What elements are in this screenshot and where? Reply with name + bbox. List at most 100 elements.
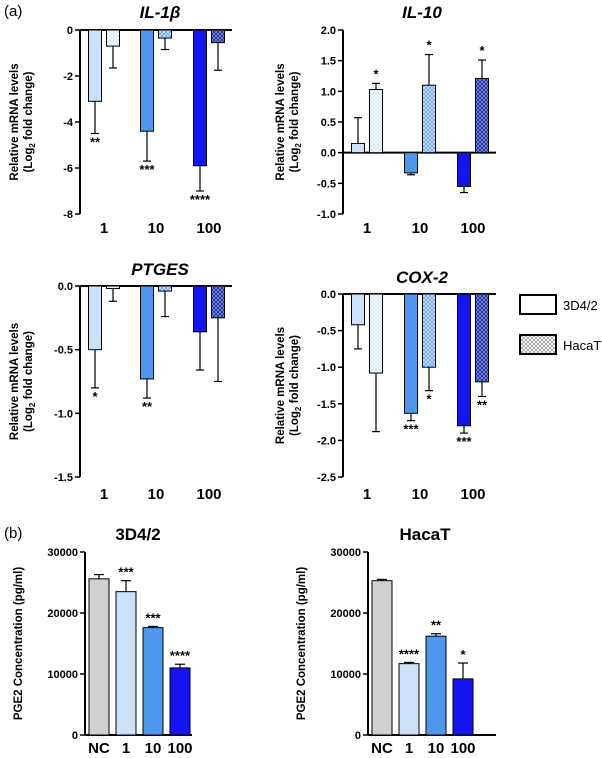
bar-hacat — [158, 285, 172, 292]
x-tick-label: 100 — [460, 486, 485, 503]
x-tick-label: 1 — [405, 740, 413, 757]
bar-hacat — [211, 29, 225, 44]
bar-hacat — [369, 293, 383, 374]
x-tick-label: NC — [88, 740, 110, 757]
significance-label: * — [479, 43, 485, 58]
legend-label-hacat: HacaT — [563, 338, 601, 353]
significance-label: *** — [118, 565, 134, 580]
significance-label: * — [426, 392, 432, 407]
x-tick-label: 10 — [412, 220, 429, 237]
bar-3d42 — [88, 29, 102, 102]
y-tick-label: -0.5 — [317, 178, 336, 190]
y-tick-label: -2.5 — [317, 472, 336, 484]
y-axis-label: Relative mRNA levels — [9, 63, 21, 180]
chart-title: HacaT — [399, 525, 451, 544]
significance-label: ** — [477, 397, 488, 412]
bar-3d42 — [140, 29, 154, 132]
x-tick-label: 10 — [148, 486, 165, 503]
y-tick-label: 30000 — [47, 547, 78, 559]
bar-hacat — [475, 77, 489, 154]
y-tick-label: -8 — [63, 209, 73, 221]
significance-label: ** — [90, 135, 101, 150]
y-tick-label: -1.5 — [54, 472, 73, 484]
x-tick-label: 100 — [196, 220, 221, 237]
y-axis-label-units: (Log2 fold change) — [289, 335, 303, 436]
bar — [452, 678, 474, 736]
bar — [169, 667, 191, 736]
x-tick-label: 1 — [363, 486, 371, 503]
significance-label: * — [92, 389, 98, 404]
panel-label-b: (b) — [4, 525, 22, 542]
y-tick-label: 0.0 — [321, 289, 336, 301]
bar-3d42 — [193, 285, 207, 333]
x-tick-label: NC — [371, 740, 393, 757]
bar — [115, 591, 137, 736]
bar-hacat — [422, 84, 436, 154]
x-tick-label: 1 — [100, 486, 108, 503]
x-tick-label: 1 — [100, 220, 108, 237]
y-tick-label: 20000 — [47, 608, 78, 620]
y-axis-label: Relative mRNA levels — [275, 327, 287, 444]
bar — [425, 635, 447, 736]
bar-hacat — [369, 88, 383, 154]
bar-3d42 — [351, 142, 365, 154]
y-axis-label: Relative mRNA levels — [275, 63, 287, 180]
significance-label: ** — [142, 399, 153, 414]
significance-label: **** — [170, 648, 191, 663]
legend-swatch-hatched — [519, 334, 557, 355]
y-tick-label: -1.0 — [54, 408, 73, 420]
significance-label: *** — [139, 162, 155, 177]
bar-hacat — [106, 29, 120, 47]
y-tick-label: -2.0 — [317, 435, 336, 447]
chart-il1b: IL-1β 0 -2 -4 -6 -8 Relative mRNA levels (Log2 … — [9, 3, 232, 237]
significance-label: *** — [456, 434, 472, 449]
bar — [142, 627, 164, 736]
chart-title: PTGES — [131, 260, 189, 279]
y-tick-label: -0.5 — [54, 345, 73, 357]
x-tick-label: 100 — [167, 740, 192, 757]
chart-title: 3D4/2 — [115, 525, 160, 544]
y-tick-label: -4 — [63, 117, 74, 129]
bar-3d42 — [193, 29, 207, 167]
y-axis-label-units: (Log2 fold change) — [23, 331, 37, 432]
y-tick-label: 1.5 — [321, 56, 336, 68]
legend-label-3d42: 3D4/2 — [563, 298, 598, 313]
bar-3d42 — [457, 152, 471, 187]
panel-label-a: (a) — [4, 3, 22, 20]
y-tick-label: 0 — [67, 25, 73, 37]
y-axis-label-units: (Log2 fold change) — [23, 71, 37, 172]
significance-label: **** — [399, 646, 420, 661]
x-tick-label: 10 — [145, 740, 162, 757]
significance-label: *** — [145, 610, 161, 625]
bar-3d42 — [351, 293, 365, 326]
x-tick-label: 1 — [122, 740, 130, 757]
y-tick-label: -0.5 — [317, 326, 336, 338]
significance-label: *** — [403, 422, 419, 437]
x-tick-label: 10 — [412, 486, 429, 503]
y-tick-label: 0.0 — [58, 281, 73, 293]
bar-3d42 — [404, 152, 418, 174]
x-tick-label: 1 — [363, 220, 371, 237]
y-tick-label: 1.0 — [321, 86, 336, 98]
y-tick-label: -1.0 — [317, 209, 336, 221]
y-tick-label: 0 — [355, 730, 361, 742]
x-tick-label: 10 — [428, 740, 445, 757]
y-axis-label: Relative mRNA levels — [9, 323, 21, 440]
y-tick-label: 0.5 — [321, 117, 336, 129]
significance-label: * — [460, 647, 466, 662]
y-tick-label: 30000 — [330, 547, 361, 559]
chart-pge2-3d42: 3D4/2 0 10000 20000 30000 PGE2 Concentration … — [13, 525, 193, 757]
legend-swatch-open — [519, 294, 557, 315]
chart-title: COX-2 — [396, 268, 449, 287]
chart-ptges: PTGES 0.0 -0.5 -1.0 -1.5 Relative mRNA levels… — [9, 260, 232, 503]
bar — [398, 663, 420, 736]
bar-hacat — [475, 293, 489, 383]
legend: 3D4/2 HacaT — [519, 294, 601, 355]
x-tick-label: 100 — [450, 740, 475, 757]
x-tick-label: 10 — [148, 220, 165, 237]
bar-hacat — [106, 285, 120, 290]
chart-title: IL-10 — [402, 3, 442, 22]
y-tick-label: 10000 — [47, 669, 78, 681]
y-tick-label: 0 — [72, 730, 78, 742]
